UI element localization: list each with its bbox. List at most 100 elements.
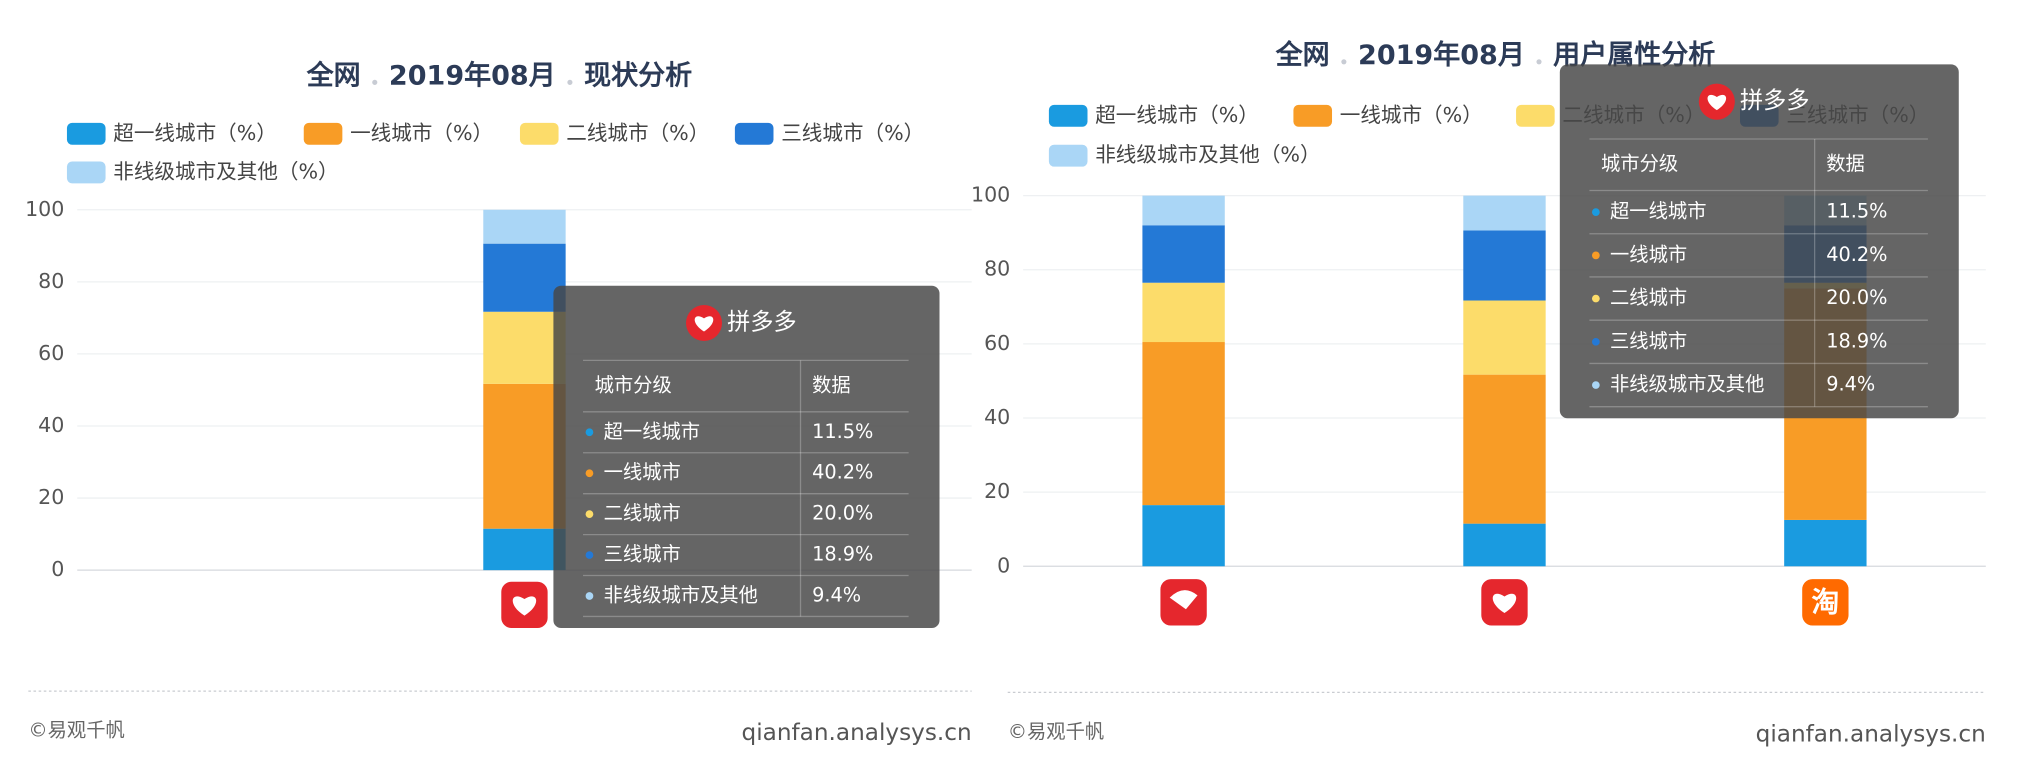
tooltip-icon-glyph [694,316,714,332]
tooltip-dot [1591,381,1600,389]
tooltip-row-value: 20.0% [1826,286,1887,309]
title-separator [372,79,378,85]
tooltip-dot [1591,251,1600,260]
title-separator [1536,59,1542,65]
chart-title: 2019年08月 [1358,39,1525,71]
legend-swatch [1048,104,1088,127]
legend-label: 二线城市（%） [566,121,709,145]
tooltip-dot [585,428,594,437]
bar-segment [1463,374,1546,524]
tooltip-header: 数据 [1826,152,1865,175]
bar-segment [1142,195,1225,226]
tooltip-row-label: 二线城市 [1610,286,1687,309]
legend-swatch [1048,144,1088,167]
app-icon [1802,579,1849,626]
tooltip-dot [1591,208,1600,216]
y-tick-label: 100 [971,183,1010,207]
tooltip-title: 拼多多 [1740,88,1809,114]
tooltip-row-value: 18.9% [812,543,873,566]
legend-label: 非线级城市及其他（%） [1095,143,1320,167]
tooltip-dot [585,469,594,478]
footer-source: ©易观千帆 [28,718,125,741]
tooltip-dot [585,551,594,559]
y-tick-label: 60 [38,341,64,365]
tooltip-header: 城市分级 [1601,152,1678,175]
tooltip-dot [1591,337,1600,346]
bar-segment [1463,300,1546,375]
footer-source: ©易观千帆 [1008,720,1105,743]
app-icon-glyph [1492,593,1517,614]
legend-label: 超一线城市（%） [113,121,277,145]
tooltip-row-label: 非线级城市及其他 [604,583,758,606]
y-tick-label: 0 [51,557,64,581]
y-tick-label: 60 [984,331,1010,355]
tooltip-row-value: 40.2% [812,461,873,484]
chart-title: 全网 [306,60,361,92]
chart-title: 现状分析 [584,61,692,92]
bar-segment [1142,282,1225,343]
tooltip-row-value: 9.4% [1826,373,1875,396]
bar-segment [483,383,566,529]
legend-label: 一线城市（%） [1340,103,1483,127]
tooltip-row-label: 一线城市 [604,461,681,484]
y-tick-label: 40 [38,413,64,437]
app-icon-glyph [512,596,537,616]
bar-segment [483,209,566,244]
legend-label: 三线城市（%） [781,121,924,145]
legend-swatch [734,122,774,145]
tooltip-row-label: 非线级城市及其他 [1610,373,1764,396]
tooltip-dot [585,510,594,519]
tooltip-row-value: 20.0% [812,502,873,525]
bar-segment [483,311,566,384]
tooltip-dot [1591,294,1600,303]
legend-swatch [66,122,106,145]
tooltip-row-value: 11.5% [812,420,873,443]
tooltip-row-value: 18.9% [1826,329,1887,352]
legend-label: 一线城市（%） [350,121,493,145]
legend-label: 非线级城市及其他（%） [113,159,338,183]
bar-segment [1463,523,1546,567]
tooltip-row-label: 三线城市 [604,543,681,566]
tooltip-row-label: 一线城市 [1610,243,1687,266]
legend-label: 超一线城市（%） [1095,103,1259,127]
tooltip-row-value: 11.5% [1826,200,1887,223]
y-tick-label: 20 [38,485,64,509]
tooltip-box [553,285,940,629]
y-tick-label: 20 [984,479,1010,503]
legend-swatch [303,122,343,145]
tooltip-icon-glyph [1707,94,1727,111]
bar-segment [483,243,566,312]
bar-segment [1463,230,1546,301]
tooltip-row-value: 40.2% [1826,243,1887,266]
legend-swatch [1293,104,1333,127]
footer-url: qianfan.analysys.cn [1756,721,1986,747]
tooltip-row-label: 二线城市 [604,502,681,525]
tooltip-row-value: 9.4% [812,583,861,606]
bar-segment [1142,342,1225,506]
legend-swatch [1516,104,1555,127]
bar-segment [1142,225,1225,283]
chart-title: 全网 [1275,39,1330,71]
title-separator [567,79,573,85]
tooltip-row-label: 超一线城市 [1610,200,1707,223]
bar-segment [1463,195,1546,231]
tooltip-row-label: 超一线城市 [604,420,701,443]
y-tick-label: 80 [984,257,1010,281]
legend-swatch [66,161,106,184]
y-tick-label: 100 [25,197,64,221]
tooltip-box [1559,64,1959,419]
tooltip-dot [585,592,594,600]
y-tick-label: 40 [984,405,1010,429]
footer-url: qianfan.analysys.cn [742,720,972,746]
chart-title: 2019年08月 [389,60,556,92]
tooltip-header: 数据 [812,374,851,397]
x-tick-label: 淘 [1811,586,1839,619]
y-tick-label: 80 [38,269,64,293]
title-separator [1341,59,1347,65]
bar-segment [1142,505,1225,567]
tooltip-title: 拼多多 [727,310,796,336]
tooltip-header: 城市分级 [595,374,672,397]
y-tick-label: 0 [997,553,1010,577]
